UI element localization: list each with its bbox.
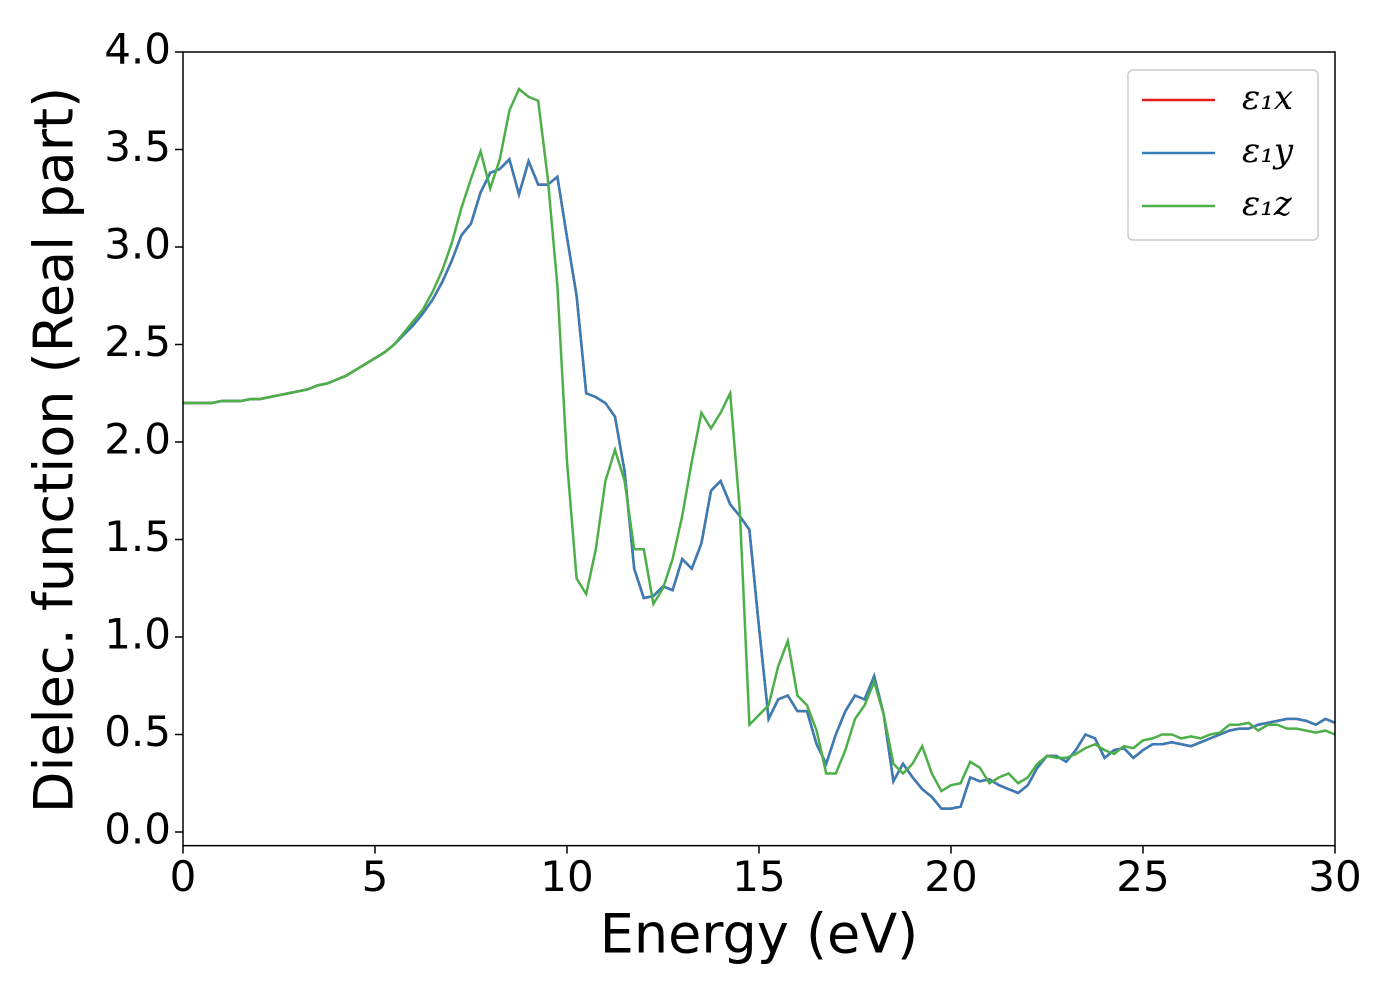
- plot-frame: [182, 51, 1336, 847]
- y-tick-label: 1.5: [104, 512, 171, 561]
- y-tick-label: 1.0: [104, 610, 171, 659]
- y-tick-label: 4.0: [104, 25, 171, 74]
- y-tick-label: 0.0: [104, 805, 171, 854]
- legend-label: ε₁y: [1242, 131, 1294, 171]
- x-axis-label: Energy (eV): [600, 903, 919, 966]
- y-tick-label: 3.5: [104, 122, 171, 171]
- x-tick-label: 10: [540, 852, 593, 901]
- y-tick-label: 0.5: [104, 707, 171, 756]
- legend-label: ε₁z: [1242, 184, 1293, 224]
- y-tick-label: 3.0: [104, 220, 171, 269]
- x-tick-label: 15: [732, 852, 785, 901]
- y-axis-label: Dielec. function (Real part): [23, 87, 86, 813]
- x-tick-label: 5: [362, 852, 389, 901]
- x-tick-label: 20: [924, 852, 977, 901]
- legend-label: ε₁x: [1242, 78, 1293, 118]
- line-series: [183, 87, 1336, 793]
- x-tick-label: 30: [1308, 852, 1361, 901]
- x-tick-label: 25: [1116, 852, 1169, 901]
- legend-frame: [1127, 69, 1319, 241]
- x-tick-label: 0: [170, 852, 197, 901]
- y-tick-label: 2.0: [104, 415, 171, 464]
- y-tick-label: 2.5: [104, 317, 171, 366]
